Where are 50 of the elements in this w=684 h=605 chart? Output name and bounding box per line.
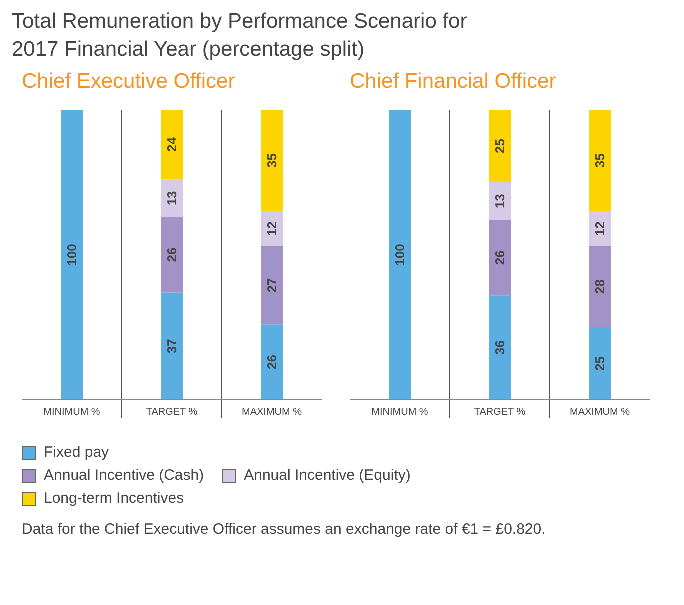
x-tick-label: TARGET % bbox=[146, 407, 198, 418]
chart-title: Total Remuneration by Performance Scenario for 2017 Financial Year (percentage split) bbox=[12, 9, 468, 63]
data-label: 13 bbox=[164, 191, 180, 206]
legend-label: Long-term Incentives bbox=[43, 490, 184, 507]
data-label: 26 bbox=[264, 355, 280, 370]
data-label: 25 bbox=[492, 139, 508, 154]
x-tick-label: MAXIMUM % bbox=[242, 407, 302, 418]
data-label: 36 bbox=[492, 340, 508, 356]
bar bbox=[261, 246, 283, 325]
legend-label: Annual Incentive (Cash) bbox=[43, 467, 204, 484]
data-label: 26 bbox=[164, 248, 180, 262]
legend-label: Annual Incentive (Equity) bbox=[243, 467, 411, 484]
bar bbox=[489, 296, 511, 400]
bar bbox=[589, 110, 611, 212]
bar bbox=[389, 110, 411, 400]
bar bbox=[161, 217, 183, 293]
data-label: 27 bbox=[264, 278, 280, 293]
data-label: 24 bbox=[164, 136, 180, 152]
data-label: 100 bbox=[392, 244, 408, 266]
x-tick-label: MINIMUM % bbox=[372, 407, 428, 418]
bar bbox=[261, 324, 283, 400]
data-label: 25 bbox=[592, 356, 608, 371]
legend-label: Fixed pay bbox=[43, 444, 110, 461]
bar bbox=[161, 110, 183, 180]
chart-subtitle: Chief Executive Officer bbox=[22, 70, 236, 94]
bar bbox=[261, 110, 283, 212]
data-label: 12 bbox=[592, 222, 608, 236]
data-label: 28 bbox=[592, 280, 608, 294]
bar bbox=[161, 180, 183, 218]
x-tick-label: MINIMUM % bbox=[44, 407, 100, 418]
data-label: 26 bbox=[492, 250, 508, 266]
bar bbox=[61, 110, 83, 400]
data-label: 37 bbox=[164, 339, 180, 354]
bar bbox=[589, 246, 611, 328]
x-tick-label: TARGET % bbox=[474, 407, 526, 418]
data-label: 35 bbox=[592, 154, 608, 168]
x-tick-label: MAXIMUM % bbox=[570, 407, 630, 418]
bar bbox=[589, 328, 611, 400]
bar bbox=[489, 220, 511, 296]
bar bbox=[161, 292, 183, 400]
bar bbox=[589, 212, 611, 246]
chart-subtitle: Chief Financial Officer bbox=[350, 70, 558, 94]
data-label: 13 bbox=[492, 194, 508, 209]
data-label: 12 bbox=[264, 222, 280, 236]
bar bbox=[261, 212, 283, 246]
bar bbox=[489, 182, 511, 220]
text: Data for the Chief Executive Officer assumes an exchange rate of €1 = £0.820. bbox=[22, 521, 547, 538]
data-label: 100 bbox=[64, 244, 80, 266]
bar bbox=[489, 110, 511, 182]
data-label: 35 bbox=[264, 154, 280, 168]
